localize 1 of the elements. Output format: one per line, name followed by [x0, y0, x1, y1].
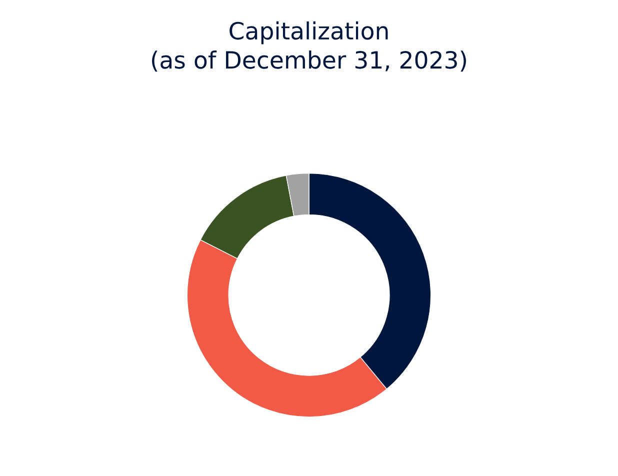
chart-title: Capitalization (as of December 31, 2023) [152, 21, 466, 72]
